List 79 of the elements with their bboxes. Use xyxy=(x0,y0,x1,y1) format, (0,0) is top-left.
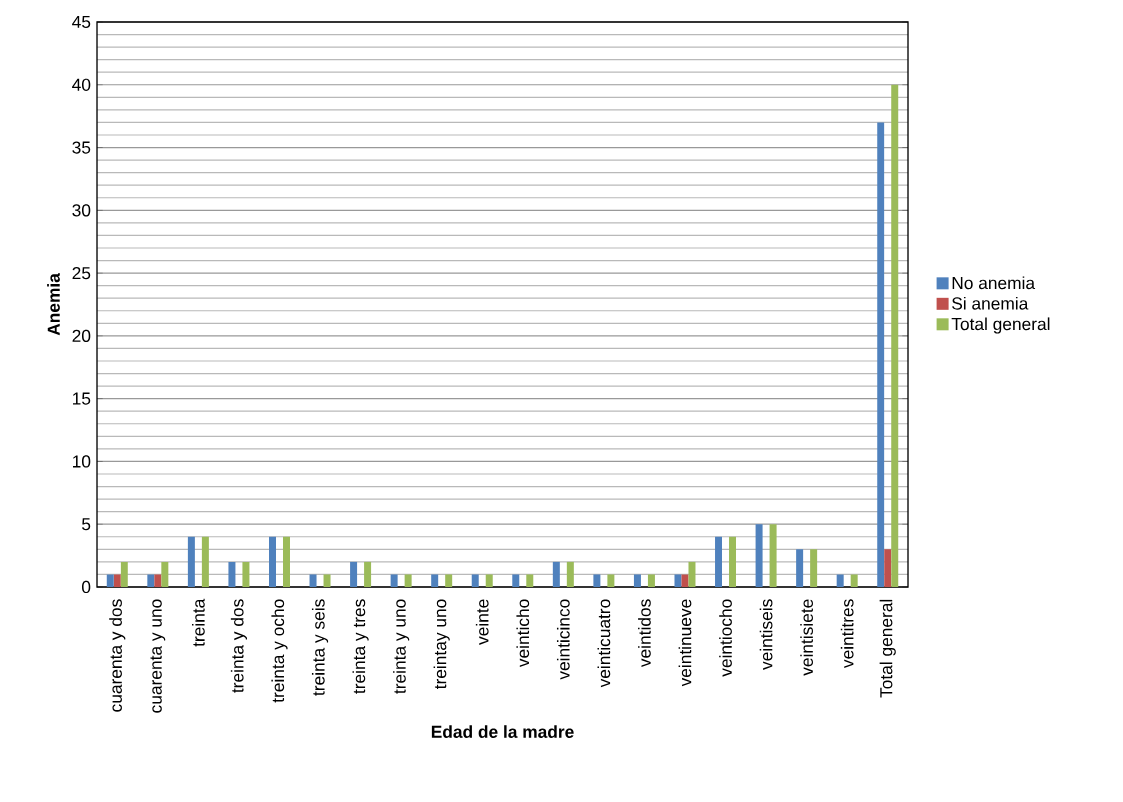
x-tick-label: veinticho xyxy=(516,599,530,668)
y-tick-label: 35 xyxy=(72,141,91,154)
y-tick-label: 15 xyxy=(73,392,91,405)
bar xyxy=(120,561,128,587)
bar xyxy=(877,122,885,587)
x-tick-label: cuarenta y dos xyxy=(109,599,126,712)
bar xyxy=(674,574,682,587)
bar xyxy=(891,84,899,587)
bar xyxy=(471,574,479,587)
bar xyxy=(106,574,114,587)
y-tick-label: 10 xyxy=(73,455,91,468)
legend-label: No anemia xyxy=(952,276,1036,290)
bar xyxy=(729,536,737,587)
bar xyxy=(404,574,412,587)
x-tick-label: veintitres xyxy=(840,599,854,669)
bar xyxy=(769,524,777,587)
bar xyxy=(161,561,169,587)
x-tick-label: cuarenta y uno xyxy=(150,599,166,713)
x-tick-label: Total general xyxy=(879,599,896,698)
x-tick-label: veintiseis xyxy=(759,599,773,670)
bar xyxy=(350,561,358,587)
bar xyxy=(552,561,560,587)
bar xyxy=(681,574,689,587)
x-tick-label: veinticinco xyxy=(556,599,570,680)
bar xyxy=(485,574,493,587)
bar xyxy=(755,524,763,587)
x-tick-label: treinta y uno xyxy=(393,599,410,694)
bar xyxy=(154,574,162,587)
bar xyxy=(796,549,804,587)
bar xyxy=(647,574,655,587)
bar xyxy=(113,574,121,587)
bar xyxy=(566,561,574,587)
x-tick-label: treinta y dos xyxy=(230,599,248,693)
y-tick-label: 45 xyxy=(72,15,91,29)
y-axis-title: Anemia xyxy=(47,273,60,336)
x-tick-label: veintidos xyxy=(638,599,651,668)
bar xyxy=(633,574,641,587)
legend-label: Si anemia xyxy=(952,296,1029,310)
bar xyxy=(364,561,372,587)
bar xyxy=(282,536,290,587)
bar xyxy=(688,561,696,587)
y-tick-label: 25 xyxy=(72,266,91,280)
y-tick-label: 40 xyxy=(72,78,91,91)
x-tick-label: veinticuatro xyxy=(597,599,611,688)
legend-label: Total general xyxy=(951,317,1050,334)
bar xyxy=(323,574,331,587)
x-tick-label: treintay uno xyxy=(433,599,450,690)
bar xyxy=(850,574,858,587)
bar xyxy=(715,536,723,587)
bar xyxy=(445,574,453,587)
x-tick-label: treinta y tres xyxy=(352,599,369,694)
x-tick-label: veintisiete xyxy=(800,599,813,676)
bar xyxy=(512,574,520,587)
bar xyxy=(390,574,398,587)
bar xyxy=(431,574,439,587)
bar xyxy=(810,549,818,587)
x-axis-title: Edad de la madre xyxy=(431,725,574,738)
y-tick-label: 30 xyxy=(72,204,91,217)
bar xyxy=(187,536,195,587)
x-tick-label: treinta y seis xyxy=(311,599,329,696)
bar xyxy=(607,574,615,587)
y-tick-label: 5 xyxy=(82,518,91,531)
y-tick-label: 20 xyxy=(72,329,91,343)
y-tick-label: 0 xyxy=(81,580,91,594)
bar xyxy=(884,549,892,587)
bar xyxy=(268,536,276,587)
bar xyxy=(836,574,844,587)
x-tick-label: treinta y ocho xyxy=(271,599,288,703)
bar xyxy=(201,536,209,587)
bar xyxy=(147,574,155,587)
x-tick-label: veintiocho xyxy=(719,599,732,677)
bar xyxy=(309,574,317,587)
bar xyxy=(526,574,534,587)
x-tick-label: veintinueve xyxy=(678,599,692,687)
x-tick-label: veinte xyxy=(475,599,489,645)
x-tick-label: treinta xyxy=(192,598,205,647)
bar xyxy=(593,574,601,587)
bar xyxy=(242,561,250,587)
bar xyxy=(228,561,236,587)
